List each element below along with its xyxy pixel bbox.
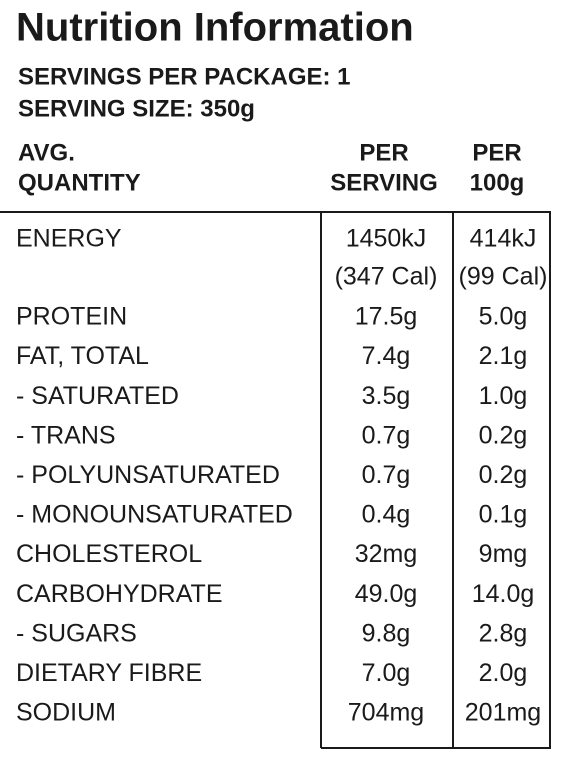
column-header: PER bbox=[472, 139, 521, 166]
per-100g-value: 9mg bbox=[479, 540, 528, 568]
nutrient-label: - TRANS bbox=[16, 421, 116, 449]
per-serving-value: 32mg bbox=[355, 540, 418, 568]
nutrient-label: - POLYUNSATURATED bbox=[16, 461, 280, 489]
per-100g-value: 0.2g bbox=[479, 421, 528, 449]
per-serving-value: 17.5g bbox=[355, 303, 418, 331]
column-header: PER bbox=[359, 139, 408, 166]
serving-size: SERVING SIZE: 350g bbox=[18, 95, 255, 122]
column-header: 100g bbox=[470, 169, 525, 196]
per-100g-value: 414kJ bbox=[470, 225, 537, 253]
nutrient-label: ENERGY bbox=[16, 225, 122, 253]
per-100g-value: 1.0g bbox=[479, 382, 528, 410]
per-serving-value: 704mg bbox=[348, 699, 424, 727]
per-serving-value: 7.4g bbox=[362, 342, 411, 370]
nutrient-label: - SATURATED bbox=[16, 382, 179, 410]
nutrient-label: SODIUM bbox=[16, 699, 116, 727]
nutrient-label: - MONOUNSATURATED bbox=[16, 501, 293, 529]
column-header: SERVING bbox=[330, 169, 438, 196]
per-100g-value: 2.0g bbox=[479, 659, 528, 687]
per-serving-value: (347 Cal) bbox=[335, 263, 438, 291]
per-100g-value: 2.1g bbox=[479, 342, 528, 370]
per-serving-value: 1450kJ bbox=[346, 225, 427, 253]
servings-per-package: SERVINGS PER PACKAGE: 1 bbox=[18, 63, 351, 90]
nutrient-label: PROTEIN bbox=[16, 303, 127, 331]
per-serving-value: 7.0g bbox=[362, 659, 411, 687]
per-100g-value: 5.0g bbox=[479, 303, 528, 331]
nutrient-label: DIETARY FIBRE bbox=[16, 659, 202, 687]
column-header: AVG. bbox=[18, 139, 75, 166]
per-serving-value: 0.7g bbox=[362, 421, 411, 449]
per-100g-value: (99 Cal) bbox=[459, 263, 548, 291]
per-100g-value: 2.8g bbox=[479, 619, 528, 647]
per-100g-value: 201mg bbox=[465, 699, 541, 727]
per-serving-value: 49.0g bbox=[355, 580, 418, 608]
nutrient-label: CHOLESTEROL bbox=[16, 540, 202, 568]
per-serving-value: 9.8g bbox=[362, 619, 411, 647]
nutrient-label: - SUGARS bbox=[16, 619, 137, 647]
per-serving-value: 3.5g bbox=[362, 382, 411, 410]
per-100g-value: 14.0g bbox=[472, 580, 535, 608]
title: Nutrition Information bbox=[16, 6, 414, 50]
per-100g-value: 0.1g bbox=[479, 501, 528, 529]
nutrient-label: FAT, TOTAL bbox=[16, 342, 149, 370]
per-100g-value: 0.2g bbox=[479, 461, 528, 489]
column-header: QUANTITY bbox=[18, 169, 141, 196]
per-serving-value: 0.4g bbox=[362, 501, 411, 529]
per-serving-value: 0.7g bbox=[362, 461, 411, 489]
nutrient-label: CARBOHYDRATE bbox=[16, 580, 223, 608]
